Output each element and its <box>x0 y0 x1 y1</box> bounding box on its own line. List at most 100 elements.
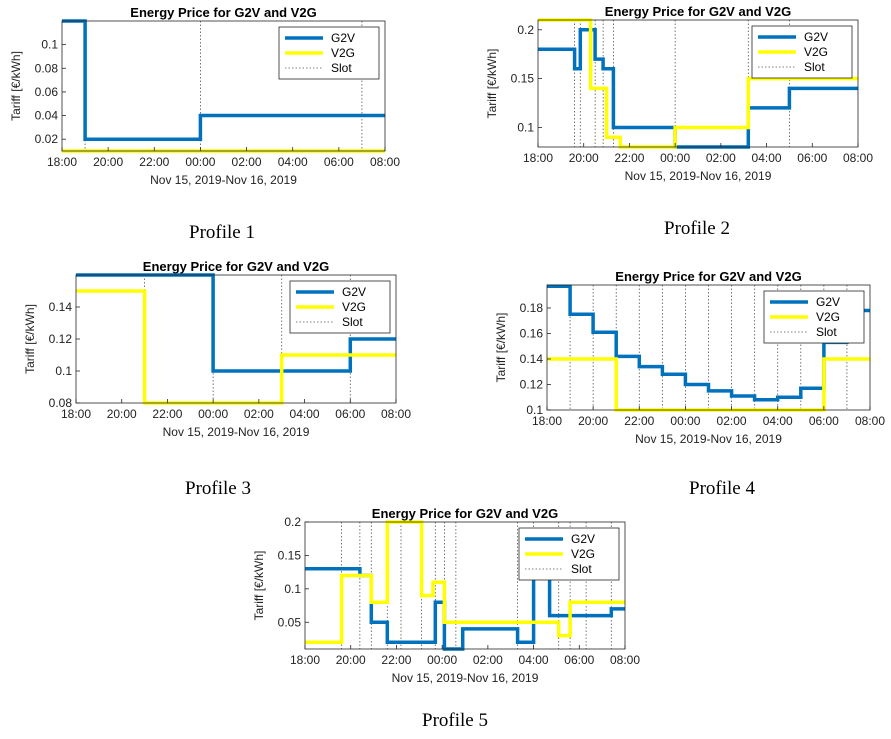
chart5.x-tick-label-6: 04:00 <box>519 653 549 667</box>
chart4.x-tick-label-6: 04:00 <box>763 414 793 428</box>
chart5.x-tick-label-3: 22:00 <box>381 653 411 667</box>
chart2.y-tick-label-1: 0.1 <box>517 120 534 134</box>
chart3.x-tick-label-7: 06:00 <box>335 407 365 421</box>
chart5.y-tick-label-1: 0.05 <box>278 615 302 629</box>
chart-panel-1: 18:00 20:00 22:00 00:00 02:00 04:00 06:00 08:00… <box>9 5 400 243</box>
chart5.y-tick-label-4: 0.2 <box>284 515 301 529</box>
chart4.y-tick-label-3: 0.14 <box>520 352 544 366</box>
chart1.x-tick-label-8: 08:00 <box>370 155 400 169</box>
chart5.axes-frame <box>304 521 626 650</box>
chart2.legend-label-g2v: G2V <box>804 30 828 44</box>
chart2.y-axis-label: Tariff [€/kWh] <box>485 49 499 119</box>
chart3.x-axis-label: Nov 15, 2019-Nov 16, 2019 <box>163 425 310 439</box>
chart2.x-tick-label-6: 04:00 <box>752 151 782 165</box>
chart2.series-v2g-line <box>538 18 858 149</box>
chart2.x-tick-label-7: 06:00 <box>797 151 827 165</box>
chart-panel-3: 18:00 20:00 22:00 00:00 02:00 04:00 06:00 08:00… <box>23 259 411 499</box>
chart3.x-tick-label-5: 02:00 <box>244 407 274 421</box>
chart4.x-tick-label-5: 02:00 <box>717 414 747 428</box>
chart4.axes-frame <box>546 284 871 411</box>
chart4.title: Energy Price for G2V and V2G <box>615 269 801 284</box>
chart2.x-tick-label-2: 20:00 <box>569 151 599 165</box>
chart3.y-tick-label-4: 0.14 <box>49 300 73 314</box>
chart4.x-tick-label-2: 20:00 <box>578 414 608 428</box>
chart3.x-tick-label-8: 08:00 <box>381 407 411 421</box>
chart2.caption: Profile 2 <box>664 218 730 239</box>
chart5.series-v2g-line <box>305 520 625 645</box>
chart2.series-g2v-line <box>538 28 858 149</box>
chart3.y-tick-label-2: 0.1 <box>55 364 72 378</box>
chart5.y-axis-label: Tariff [€/kWh] <box>252 551 266 621</box>
chart1.x-tick-label-4: 00:00 <box>185 155 215 169</box>
chart1.y-axis-label: Tariff [€/kWh] <box>9 51 23 121</box>
chart3.title: Energy Price for G2V and V2G <box>143 259 329 274</box>
chart4.y-tick-label-5: 0.18 <box>520 301 544 315</box>
chart5.x-tick-label-7: 06:00 <box>564 653 594 667</box>
chart2.x-axis-label: Nov 15, 2019-Nov 16, 2019 <box>625 169 772 183</box>
chart5.legend-label-slot: Slot <box>571 562 592 576</box>
chart4.x-tick-label-3: 22:00 <box>624 414 654 428</box>
chart4.y-axis-label: Tariff [€/kWh] <box>494 313 508 383</box>
chart4.x-axis-label: Nov 15, 2019-Nov 16, 2019 <box>635 432 782 446</box>
chart1.x-tick-label-7: 06:00 <box>324 155 354 169</box>
chart3.caption: Profile 3 <box>185 478 251 499</box>
chart2.y-tick-label-3: 0.2 <box>517 23 534 37</box>
chart1.caption: Profile 1 <box>189 222 255 243</box>
chart2.title: Energy Price for G2V and V2G <box>605 4 791 19</box>
chart2.x-tick-label-3: 22:00 <box>614 151 644 165</box>
chart2.legend-label-v2g: V2G <box>804 45 828 59</box>
chart5.x-tick-label-5: 02:00 <box>473 653 503 667</box>
chart3.y-tick-label-1: 0.08 <box>49 396 73 410</box>
chart-panel-4: 18:00 20:00 22:00 00:00 02:00 04:00 06:00 08:00… <box>494 269 885 499</box>
chart3.legend-label-v2g: V2G <box>342 300 366 314</box>
chart2.x-tick-label-5: 02:00 <box>706 151 736 165</box>
chart2.axes-frame <box>537 19 859 148</box>
chart5.legend-label-v2g: V2G <box>571 547 595 561</box>
chart1.title: Energy Price for G2V and V2G <box>130 5 316 20</box>
chart5.x-tick-label-8: 08:00 <box>610 653 640 667</box>
chart4.y-tick-label-4: 0.16 <box>520 326 544 340</box>
chart4.legend-label-slot: Slot <box>816 325 837 339</box>
chart1.x-tick-label-1: 18:00 <box>47 155 77 169</box>
chart3.y-axis-label: Tariff [€/kWh] <box>23 304 37 374</box>
chart1.legend-label-g2v: G2V <box>331 31 355 45</box>
chart2.x-tick-label-4: 00:00 <box>660 151 690 165</box>
chart3.x-tick-label-2: 20:00 <box>107 407 137 421</box>
chart1.y-tick-label-5: 0.1 <box>41 38 58 52</box>
chart4.caption: Profile 4 <box>689 478 755 499</box>
chart4.x-tick-label-8: 08:00 <box>855 414 885 428</box>
chart5.x-tick-label-2: 20:00 <box>336 653 366 667</box>
chart2.legend-label-slot: Slot <box>804 60 825 74</box>
chart5.caption: Profile 5 <box>422 710 488 731</box>
chart1.axes-frame <box>61 20 386 152</box>
chart5.legend-label-g2v: G2V <box>571 532 595 546</box>
chart4.x-tick-label-7: 06:00 <box>809 414 839 428</box>
chart1.x-tick-label-5: 02:00 <box>232 155 262 169</box>
chart4.y-tick-label-2: 0.12 <box>520 377 544 391</box>
chart1.x-axis-label: Nov 15, 2019-Nov 16, 2019 <box>150 173 297 187</box>
chart2.y-tick-label-2: 0.15 <box>511 72 535 86</box>
chart1.x-tick-label-3: 22:00 <box>139 155 169 169</box>
chart5.y-tick-label-2: 0.1 <box>284 582 301 596</box>
chart2.x-tick-label-1: 18:00 <box>523 151 553 165</box>
chart1.legend-label-v2g: V2G <box>331 46 355 60</box>
chart3.x-tick-label-1: 18:00 <box>61 407 91 421</box>
chart1.y-tick-label-1: 0.02 <box>35 132 59 146</box>
chart5.x-tick-label-1: 18:00 <box>290 653 320 667</box>
chart3.legend-label-g2v: G2V <box>342 285 366 299</box>
chart5.x-tick-label-4: 00:00 <box>427 653 457 667</box>
chart4.y-tick-label-1: 0.1 <box>526 403 543 417</box>
chart3.x-tick-label-6: 04:00 <box>290 407 320 421</box>
chart3.y-tick-label-3: 0.12 <box>49 332 73 346</box>
chart-panel-5: 18:00 20:00 22:00 00:00 02:00 04:00 06:00 08:00… <box>252 506 640 731</box>
chart1.y-tick-label-4: 0.08 <box>35 61 59 75</box>
chart4.x-tick-label-4: 00:00 <box>670 414 700 428</box>
chart3.x-tick-label-3: 22:00 <box>152 407 182 421</box>
chart1.legend-label-slot: Slot <box>331 61 352 75</box>
chart3.x-tick-label-4: 00:00 <box>198 407 228 421</box>
